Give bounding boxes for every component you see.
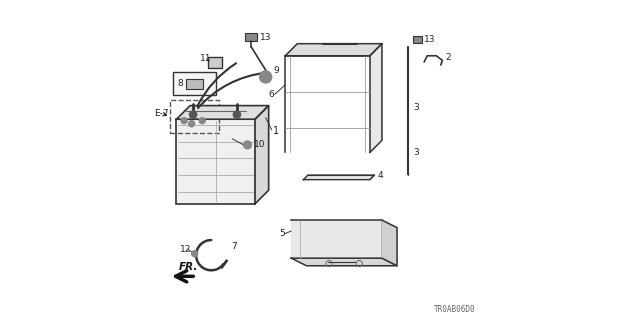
- Text: E-7: E-7: [154, 109, 168, 118]
- Circle shape: [234, 111, 241, 118]
- FancyBboxPatch shape: [413, 36, 422, 43]
- Text: 10: 10: [253, 140, 265, 149]
- Circle shape: [260, 71, 271, 83]
- Text: 5: 5: [279, 229, 285, 238]
- Polygon shape: [291, 220, 382, 258]
- Text: 13: 13: [424, 35, 436, 44]
- Text: 1: 1: [273, 126, 279, 136]
- Text: 12: 12: [179, 244, 191, 254]
- Polygon shape: [303, 175, 374, 180]
- Text: FR.: FR.: [179, 262, 198, 272]
- Circle shape: [244, 141, 252, 149]
- Polygon shape: [382, 220, 397, 266]
- Circle shape: [181, 118, 187, 124]
- Polygon shape: [177, 106, 269, 119]
- Text: 2: 2: [445, 53, 451, 62]
- FancyBboxPatch shape: [177, 119, 255, 204]
- FancyBboxPatch shape: [186, 79, 203, 89]
- Circle shape: [189, 111, 196, 118]
- Polygon shape: [370, 44, 382, 152]
- FancyBboxPatch shape: [207, 57, 223, 68]
- Text: 3: 3: [413, 103, 419, 112]
- Polygon shape: [291, 258, 397, 266]
- Text: 11: 11: [200, 54, 212, 63]
- FancyBboxPatch shape: [245, 33, 257, 41]
- Text: 3: 3: [413, 148, 419, 157]
- Circle shape: [191, 251, 198, 257]
- Text: 8: 8: [177, 79, 183, 88]
- Text: 13: 13: [260, 33, 271, 42]
- Text: 9: 9: [273, 66, 279, 76]
- Text: 4: 4: [378, 172, 383, 180]
- Circle shape: [199, 118, 205, 124]
- Text: 6: 6: [269, 90, 275, 99]
- Polygon shape: [255, 106, 269, 204]
- FancyBboxPatch shape: [173, 72, 216, 95]
- Polygon shape: [285, 44, 382, 56]
- Circle shape: [189, 121, 195, 127]
- Text: TR0AB06D0: TR0AB06D0: [434, 305, 476, 314]
- Text: 7: 7: [231, 242, 237, 251]
